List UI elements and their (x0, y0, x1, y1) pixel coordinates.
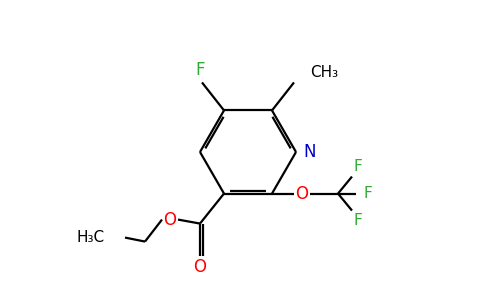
Text: F: F (363, 186, 372, 201)
Text: N: N (303, 143, 316, 161)
Text: F: F (195, 61, 205, 80)
Text: O: O (194, 258, 207, 276)
Text: F: F (354, 213, 363, 228)
Text: O: O (164, 211, 177, 229)
Text: CH₃: CH₃ (310, 65, 338, 80)
Text: O: O (296, 184, 308, 202)
Text: F: F (354, 159, 363, 174)
Text: H₃C: H₃C (77, 230, 105, 245)
